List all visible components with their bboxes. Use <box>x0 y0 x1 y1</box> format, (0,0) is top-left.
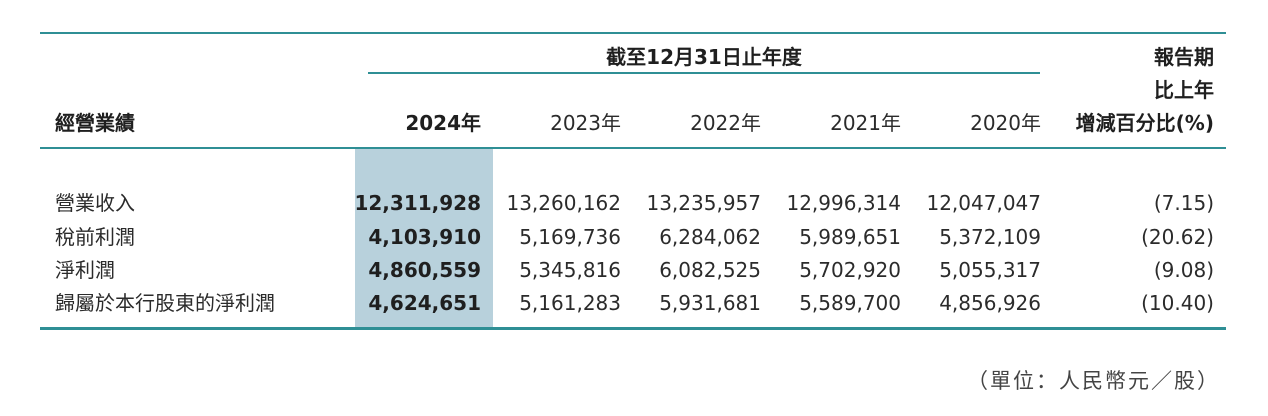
table-bottom-rule <box>40 327 1226 330</box>
header-bottom-rule <box>40 147 1226 149</box>
cell-2024: 4,624,651 <box>368 291 481 315</box>
cell-2020: 12,047,047 <box>926 191 1041 215</box>
row-label: 淨利潤 <box>55 258 115 282</box>
cell-2020: 4,856,926 <box>939 291 1041 315</box>
year-header-2024: 2024年 <box>405 111 481 135</box>
cell-2020: 5,055,317 <box>939 258 1041 282</box>
cell-2022: 6,284,062 <box>659 225 761 249</box>
year-header-2022: 2022年 <box>690 111 761 135</box>
cell-2021: 12,996,314 <box>786 191 901 215</box>
cell-2024: 4,860,559 <box>368 258 481 282</box>
cell-2022: 13,235,957 <box>646 191 761 215</box>
row-header-label: 經營業績 <box>55 111 135 135</box>
year-header-2020: 2020年 <box>970 111 1041 135</box>
change-header-line-3: 增減百分比(%) <box>1075 111 1214 135</box>
row-label: 營業收入 <box>55 191 135 215</box>
cell-2020: 5,372,109 <box>939 225 1041 249</box>
cell-change: (9.08) <box>1153 258 1214 282</box>
cell-2021: 5,989,651 <box>799 225 901 249</box>
cell-2024: 12,311,928 <box>354 191 481 215</box>
change-header-line-2: 比上年 <box>1154 78 1214 102</box>
cell-2022: 6,082,525 <box>659 258 761 282</box>
cell-2024: 4,103,910 <box>368 225 481 249</box>
cell-2023: 5,345,816 <box>519 258 621 282</box>
cell-2023: 5,169,736 <box>519 225 621 249</box>
table-top-rule <box>40 32 1226 34</box>
change-header-line-1: 報告期 <box>1154 45 1214 69</box>
unit-note: （單位：人民幣元／股） <box>967 369 1220 393</box>
year-span-rule <box>368 72 1040 74</box>
cell-2023: 5,161,283 <box>519 291 621 315</box>
cell-change: (20.62) <box>1141 225 1214 249</box>
year-header-2021: 2021年 <box>830 111 901 135</box>
cell-2023: 13,260,162 <box>506 191 621 215</box>
current-year-highlight <box>355 149 493 327</box>
year-header-2023: 2023年 <box>550 111 621 135</box>
cell-2021: 5,702,920 <box>799 258 901 282</box>
cell-2021: 5,589,700 <box>799 291 901 315</box>
cell-change: (10.40) <box>1141 291 1214 315</box>
row-label: 稅前利潤 <box>55 225 135 249</box>
cell-2022: 5,931,681 <box>659 291 761 315</box>
cell-change: (7.15) <box>1153 191 1214 215</box>
row-label: 歸屬於本行股東的淨利潤 <box>55 291 275 315</box>
year-span-header: 截至12月31日止年度 <box>606 45 802 69</box>
